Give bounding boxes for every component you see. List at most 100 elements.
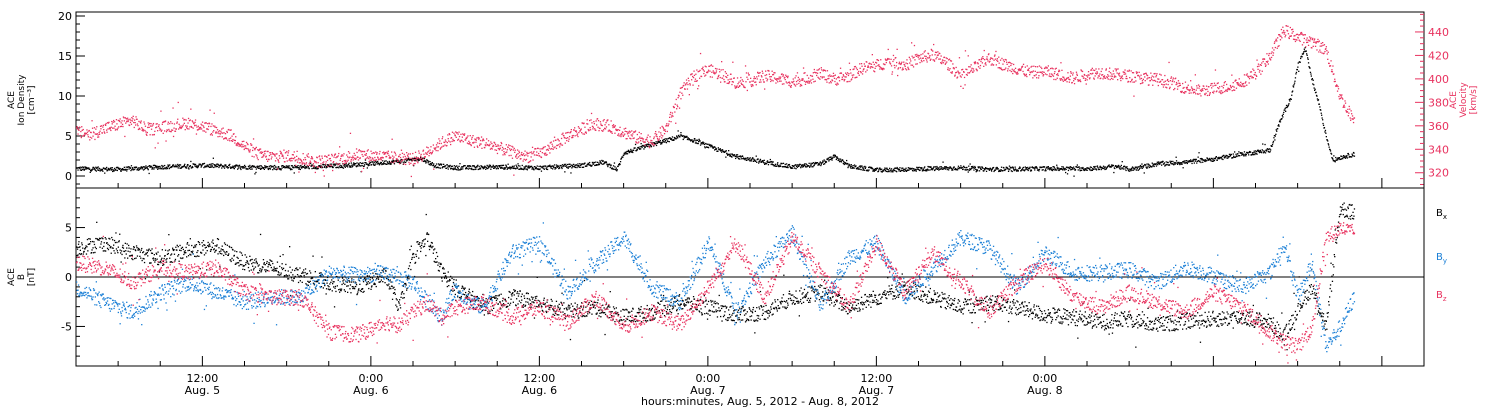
data-point (867, 169, 869, 171)
data-point (593, 161, 595, 164)
data-point (461, 136, 463, 138)
data-point (237, 167, 240, 169)
data-point (946, 168, 948, 171)
data-point (856, 68, 858, 71)
data-point (608, 164, 610, 166)
data-point (867, 170, 869, 172)
data-point (999, 169, 1001, 171)
data-point (699, 52, 702, 55)
data-point (847, 165, 850, 167)
data-point (209, 163, 211, 165)
data-point (616, 170, 618, 172)
data-point (428, 150, 430, 152)
data-point (233, 166, 235, 168)
data-point (90, 170, 92, 172)
data-point (823, 163, 825, 165)
data-point (225, 137, 227, 139)
data-point (1303, 51, 1305, 53)
data-point (275, 157, 278, 159)
data-point (487, 140, 490, 142)
data-point (496, 165, 498, 167)
data-point (331, 165, 333, 168)
data-point (518, 151, 521, 154)
data-point (259, 148, 262, 150)
data-point (1010, 166, 1012, 168)
data-point (1235, 153, 1237, 155)
data-point (1284, 107, 1286, 110)
data-point (1035, 74, 1037, 76)
data-point (631, 130, 633, 132)
data-point (974, 61, 976, 63)
data-point (1069, 79, 1071, 81)
data-point (269, 168, 272, 170)
data-point (913, 56, 915, 58)
data-point (332, 169, 334, 172)
data-point (211, 165, 213, 167)
data-point (487, 167, 490, 169)
data-point (133, 169, 135, 171)
data-point (526, 169, 528, 171)
data-point (210, 165, 212, 167)
data-point (509, 149, 512, 152)
data-point (1086, 75, 1088, 77)
data-point (1176, 163, 1179, 165)
data-point (1003, 167, 1005, 169)
data-point (952, 167, 954, 169)
data-point (1035, 167, 1037, 169)
data-point (993, 55, 996, 57)
data-point (210, 133, 213, 135)
data-point (531, 168, 533, 170)
data-point (277, 167, 279, 169)
data-point (1066, 77, 1069, 79)
data-point (544, 146, 546, 148)
data-point (1153, 165, 1155, 168)
data-point (334, 164, 337, 166)
data-point (491, 142, 493, 145)
data-point (683, 82, 685, 84)
data-point (821, 162, 823, 164)
data-point (923, 167, 925, 169)
data-point (986, 58, 989, 60)
data-point (936, 54, 939, 56)
data-point (1318, 103, 1320, 105)
data-point (1277, 125, 1279, 127)
data-point (860, 71, 862, 73)
data-point (510, 154, 512, 157)
data-point (501, 164, 504, 167)
data-point (260, 168, 263, 170)
data-point (699, 69, 701, 72)
data-point (298, 171, 300, 173)
data-point (766, 78, 769, 80)
data-point (957, 70, 959, 72)
data-point (287, 165, 289, 167)
data-point (252, 138, 255, 140)
data-point (1175, 160, 1178, 162)
data-point (140, 122, 142, 124)
data-point (261, 151, 264, 153)
data-point (567, 137, 569, 139)
data-point (1052, 75, 1055, 77)
data-point (912, 66, 915, 68)
data-point (251, 144, 253, 146)
data-point (453, 132, 455, 134)
data-point (369, 161, 372, 164)
data-point (613, 162, 616, 164)
data-point (125, 117, 127, 120)
data-point (1348, 154, 1350, 156)
data-point (122, 116, 125, 118)
data-point (1149, 164, 1151, 167)
data-point (1155, 165, 1158, 167)
data-point (1189, 160, 1191, 162)
data-point (693, 74, 696, 76)
data-point (242, 146, 244, 148)
data-point (435, 167, 437, 169)
data-point (892, 169, 895, 171)
data-point (400, 158, 403, 161)
data-point (980, 60, 982, 63)
data-point (775, 78, 777, 80)
data-point (595, 161, 597, 163)
data-point (615, 167, 617, 169)
data-point (255, 171, 257, 174)
data-point (218, 132, 220, 135)
data-point (580, 128, 582, 130)
